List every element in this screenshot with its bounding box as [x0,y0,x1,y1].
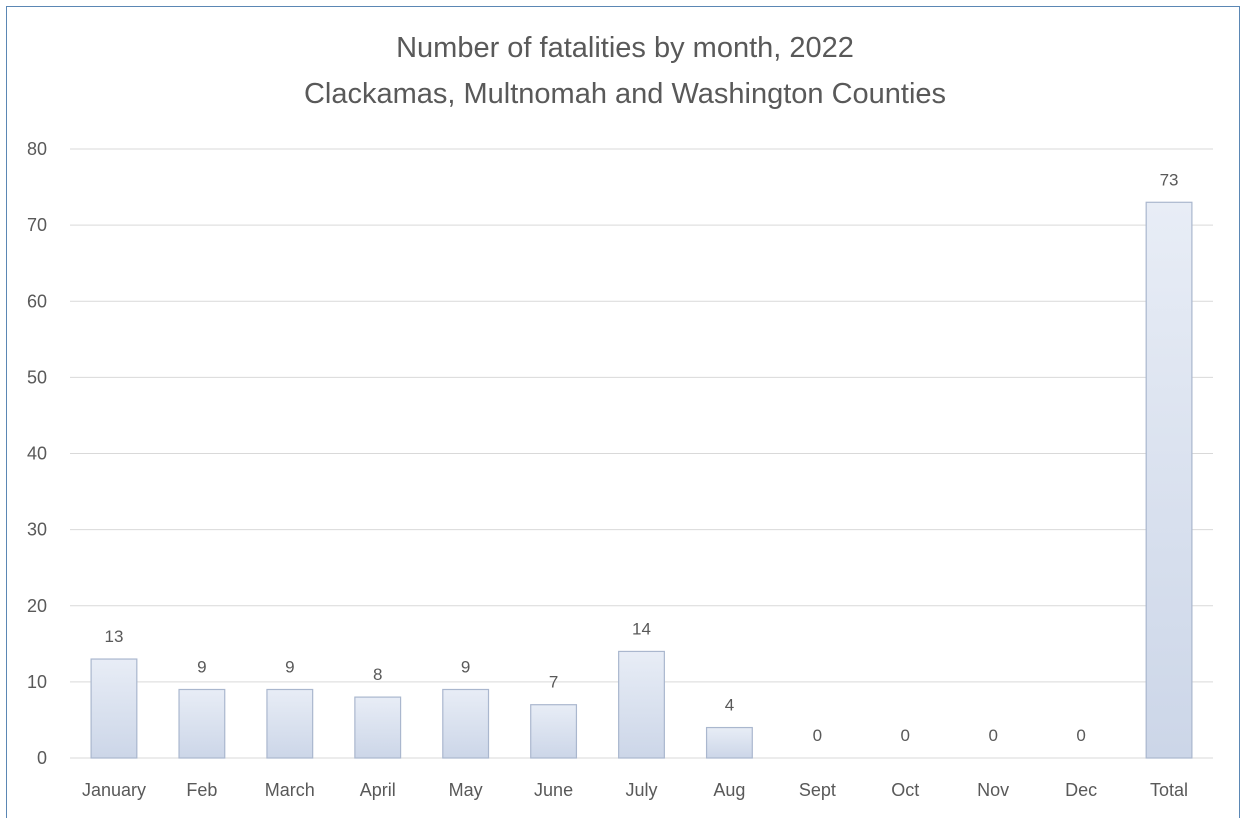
y-tick-label: 60 [27,291,47,311]
x-tick-label: Oct [891,780,919,800]
bar [1145,201,1193,759]
x-tick-label: Aug [713,780,745,800]
x-tick-label: Nov [977,780,1009,800]
data-label: 73 [1160,170,1179,189]
bar [442,688,490,759]
x-tick-label: Sept [799,780,836,800]
chart-subtitle: Clackamas, Multnomah and Washington Coun… [304,78,946,110]
data-label: 9 [461,657,470,676]
bar [178,688,226,759]
data-label: 14 [632,619,651,638]
data-label: 13 [105,627,124,646]
data-labels: 13 9 9 8 9 7 14 4 0 0 0 0 73 [105,170,1179,745]
data-label: 0 [813,726,822,745]
data-label: 9 [197,657,206,676]
bars [90,201,1193,759]
bar [530,704,578,759]
bar [618,650,665,759]
y-tick-label: 50 [27,367,47,387]
y-tick-label: 0 [37,748,47,768]
x-tick-label: June [534,780,573,800]
y-tick-label: 20 [27,596,47,616]
gridlines [70,148,1213,759]
y-tick-label: 40 [27,444,47,464]
y-tick-label: 70 [27,215,47,235]
x-tick-label: April [360,780,396,800]
data-label: 0 [988,726,997,745]
x-tick-label: Feb [186,780,217,800]
x-tick-label: Total [1150,780,1188,800]
data-label: 4 [725,696,734,715]
chart-frame [6,6,1240,818]
x-tick-label: January [82,780,146,800]
data-label: 8 [373,665,382,684]
bar [266,688,314,759]
x-axis-ticks: January Feb March April May June July Aug Sept Oc… [82,780,1188,800]
data-label: 9 [285,657,294,676]
data-label: 0 [1076,726,1085,745]
data-label: 0 [901,726,910,745]
data-label: 7 [549,673,558,692]
y-axis-ticks: 0 10 20 30 40 50 60 70 80 [27,139,47,768]
x-tick-label: Dec [1065,780,1097,800]
bar [705,726,753,759]
x-tick-label: July [625,780,657,800]
y-tick-label: 10 [27,672,47,692]
y-tick-label: 30 [27,520,47,540]
x-tick-label: March [265,780,315,800]
x-tick-label: May [449,780,483,800]
bar [90,658,138,759]
y-tick-label: 80 [27,139,47,159]
bar [354,696,402,759]
chart-title: Number of fatalities by month, 2022 [396,32,854,64]
